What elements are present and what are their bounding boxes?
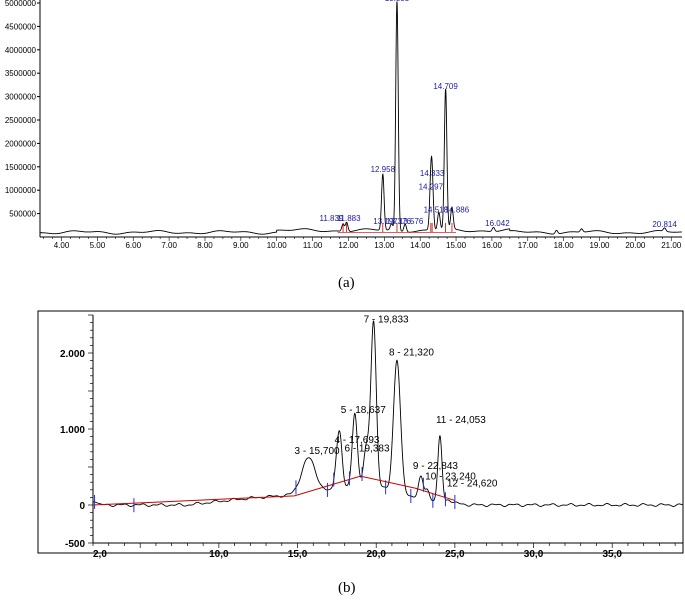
peak-label-b: 10 - 23,240 <box>425 472 476 483</box>
peak-label-a: 13.376 <box>386 217 411 226</box>
x-tick-label-a: 7.00 <box>161 241 177 250</box>
peak-label-a: 14.518 <box>424 206 449 215</box>
x-tick-label-a: 11.00 <box>303 241 323 250</box>
peak-label-a: 11.883 <box>337 214 361 223</box>
x-tick-label-a: 18.00 <box>554 241 575 250</box>
x-tick-label-b: 15,0 <box>288 549 308 560</box>
x-tick-label-b: 35,0 <box>602 549 622 560</box>
x-tick-label-a: 20.00 <box>625 241 646 250</box>
plot-frame-b <box>37 310 684 554</box>
peak-label-b: 11 - 24,053 <box>436 415 486 426</box>
caption-b: (b) <box>338 580 356 596</box>
peak-label-a: 13.353 <box>385 0 410 3</box>
peak-label-b: 5 - 18,637 <box>341 405 386 416</box>
x-tick-label-a: 10.00 <box>267 241 288 250</box>
y-tick-label-a: 3500000 <box>5 69 37 78</box>
x-tick-label-b: 2,0 <box>93 549 107 560</box>
peak-label-a: 16.042 <box>485 219 510 228</box>
peak-label-b: 4 - 17,693 <box>334 435 379 446</box>
peak-label-b: 9 - 22,843 <box>413 461 458 472</box>
y-tick-label-b: -500 <box>65 539 85 550</box>
x-tick-label-a: 16.00 <box>482 241 503 250</box>
y-tick-label-a: 4000000 <box>5 46 37 55</box>
x-tick-label-a: 15.00 <box>446 241 467 250</box>
integration-baseline-b <box>92 475 456 506</box>
x-tick-label-a: 17.00 <box>518 241 539 250</box>
y-tick-label-b: 1.000 <box>60 425 85 436</box>
trace-line-a <box>40 1 682 235</box>
peak-label-a: 14.297 <box>419 183 444 192</box>
y-tick-label-a: 1500000 <box>5 163 37 172</box>
x-tick-label-a: 13.00 <box>374 241 395 250</box>
peak-label-a: 20.814 <box>652 220 677 229</box>
peak-label-a: 13.197 <box>373 217 398 226</box>
peak-label-a: 14.333 <box>420 169 445 178</box>
x-tick-label-a: 14.00 <box>410 241 431 250</box>
y-tick-label-a: 3000000 <box>5 93 37 102</box>
peak-label-a: 12.958 <box>371 165 396 174</box>
x-tick-label-a: 5.00 <box>90 241 106 250</box>
caption-a: (a) <box>338 275 355 291</box>
x-tick-label-a: 8.00 <box>197 241 213 250</box>
y-tick-label-a: 1000000 <box>5 186 37 195</box>
peak-label-a: 13.576 <box>399 217 424 226</box>
y-tick-label-a: 4500000 <box>5 22 37 31</box>
chromatogram-b: -500 0 1.000 2.000 2,0 10,0 15,0 20,0 25,0 30,0 35… <box>37 310 684 560</box>
peak-label-a: 14.709 <box>433 82 458 91</box>
x-tick-label-b: 20,0 <box>366 549 386 560</box>
x-tick-label-b: 25,0 <box>445 549 465 560</box>
peak-label-a: 14.886 <box>445 206 470 215</box>
peak-label-b: 6 - 19,383 <box>344 444 389 455</box>
chromatogram-a: 500000 1000000 1500000 2000000 2500000 300000… <box>5 0 682 250</box>
x-tick-label-a: 9.00 <box>233 241 249 250</box>
peak-label-a: 11.839 <box>320 214 344 223</box>
x-tick-label-b: 30,0 <box>524 549 544 560</box>
trace-line-b <box>92 320 683 507</box>
peak-label-b: 3 - 15,700 <box>295 446 340 457</box>
y-tick-label-a: 5000000 <box>5 0 37 8</box>
x-tick-label-a: 19.00 <box>589 241 610 250</box>
x-tick-label-a: 4.00 <box>54 241 70 250</box>
peak-label-b: 7 - 19,833 <box>364 315 409 326</box>
y-tick-label-b: 0 <box>79 501 85 512</box>
y-tick-label-a: 500000 <box>9 210 36 219</box>
y-tick-label-b: 2.000 <box>60 349 85 360</box>
x-tick-label-b: 10,0 <box>209 549 229 560</box>
peak-label-b: 12 - 24,620 <box>447 479 498 490</box>
x-tick-label-a: 21.00 <box>661 241 682 250</box>
y-tick-label-a: 2500000 <box>5 116 37 125</box>
x-tick-label-a: 6.00 <box>125 241 141 250</box>
y-tick-label-a: 2000000 <box>5 139 37 148</box>
peak-label-b: 8 - 21,320 <box>389 347 434 358</box>
x-tick-label-a: 12.00 <box>338 241 359 250</box>
